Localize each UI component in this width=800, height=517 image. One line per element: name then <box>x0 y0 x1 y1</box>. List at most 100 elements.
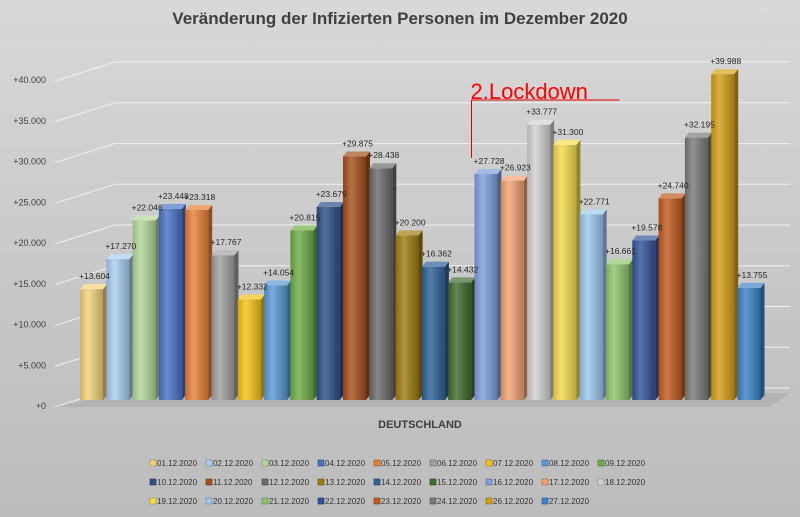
legend-item-02.12.2020: 02.12.2020 <box>205 459 254 468</box>
gridline-slant <box>54 265 116 286</box>
legend-label: 01.12.2020 <box>157 459 198 468</box>
bar-front <box>527 124 551 400</box>
bar-front <box>290 230 314 400</box>
bar-top <box>421 261 449 267</box>
bar-front <box>211 255 235 400</box>
bar-top <box>606 259 633 265</box>
legend-label: 13.12.2020 <box>325 478 366 487</box>
bar-21.12.2020 <box>606 259 633 400</box>
bar-07.12.2020 <box>237 294 265 400</box>
bar-front <box>684 137 708 400</box>
bar-front <box>343 156 366 400</box>
y-tick-label: +15.000 <box>13 279 46 289</box>
legend-swatch <box>205 459 213 467</box>
bar-side <box>366 151 370 400</box>
bar-side <box>550 119 555 400</box>
bar-top <box>316 202 344 208</box>
bar-side <box>181 203 186 400</box>
legend-item-09.12.2020: 09.12.2020 <box>597 459 646 468</box>
bar-side <box>103 284 107 400</box>
legend-item-16.12.2020: 16.12.2020 <box>485 478 534 487</box>
data-label: +32.195 <box>684 120 715 130</box>
bar-09.12.2020 <box>290 225 318 400</box>
bar-front <box>737 287 761 400</box>
legend-label: 15.12.2020 <box>437 478 478 487</box>
legend-label: 20.12.2020 <box>213 497 254 506</box>
legend-label: 02.12.2020 <box>213 459 254 468</box>
bar-front <box>80 289 103 400</box>
bar-top <box>80 284 107 290</box>
bar-front <box>711 74 735 400</box>
bar-06.12.2020 <box>211 250 239 400</box>
data-label: +17.767 <box>211 237 242 247</box>
y-tick-label: +5.000 <box>18 360 46 370</box>
legend-swatch <box>373 478 381 486</box>
bar-front <box>237 299 261 400</box>
bar-front <box>395 235 419 400</box>
legend-swatch <box>541 478 549 486</box>
y-tick-label: +35.000 <box>13 116 46 126</box>
legend-swatch <box>541 497 549 505</box>
legend-swatch <box>261 478 269 486</box>
bar-11.12.2020 <box>343 151 370 400</box>
data-label: +13.604 <box>79 271 110 281</box>
bar-side <box>523 175 528 400</box>
data-label: +23.448 <box>158 191 189 201</box>
bar-side <box>339 202 344 400</box>
bar-side <box>655 235 660 400</box>
legend-swatch <box>597 478 605 486</box>
gridline-slant <box>54 183 116 204</box>
legend-item-23.12.2020: 23.12.2020 <box>373 497 422 506</box>
y-tick-label: +30.000 <box>13 157 46 167</box>
bar-05.12.2020 <box>185 204 213 400</box>
data-label: +23.679 <box>316 189 347 199</box>
bar-top <box>290 225 318 231</box>
legend-label: 05.12.2020 <box>381 459 422 468</box>
bar-19.12.2020 <box>553 139 581 400</box>
data-label: +33.777 <box>526 107 557 117</box>
bar-top <box>632 235 660 241</box>
bar-front <box>632 240 656 400</box>
data-labels: +13.604 +17.270 +22.046+23.448+23.318 +17.7… <box>79 56 768 291</box>
x-axis-category-label: DEUTSCHLAND <box>378 419 462 431</box>
legend-swatch <box>485 478 493 486</box>
bar-side <box>576 139 581 400</box>
legend-swatch <box>485 459 493 467</box>
data-label: +22.046 <box>132 202 163 212</box>
legend-label: 07.12.2020 <box>493 459 534 468</box>
bar-top <box>579 209 607 215</box>
bar-18.12.2020 <box>527 119 555 400</box>
bar-side <box>392 163 397 400</box>
data-label: +16.661 <box>605 246 636 256</box>
data-label: +17.270 <box>105 241 136 251</box>
legend-swatch <box>429 459 437 467</box>
legend-item-01.12.2020: 01.12.2020 <box>149 459 198 468</box>
bars <box>80 69 765 400</box>
bar-top <box>474 169 502 175</box>
bar-top <box>369 163 397 169</box>
bar-side <box>707 132 712 400</box>
data-label: +14.054 <box>263 267 294 277</box>
y-tick-label: +40.000 <box>13 75 46 85</box>
lockdown-label: 2.Lockdown <box>471 79 588 104</box>
data-label: +14.432 <box>447 264 478 274</box>
bar-side <box>234 250 239 400</box>
legend-item-06.12.2020: 06.12.2020 <box>429 459 478 468</box>
bar-top <box>527 119 555 125</box>
legend-swatch <box>317 478 325 486</box>
bar-front <box>132 220 156 400</box>
data-label: +27.728 <box>474 156 505 166</box>
legend-item-19.12.2020: 19.12.2020 <box>149 497 198 506</box>
bar-front <box>158 208 182 400</box>
bar-22.12.2020 <box>632 235 660 400</box>
bar-13.12.2020 <box>395 230 423 400</box>
bar-top <box>264 280 292 286</box>
legend-item-17.12.2020: 17.12.2020 <box>541 478 590 487</box>
data-label: +28.438 <box>368 150 399 160</box>
y-tick-label: +25.000 <box>13 197 46 207</box>
bar-side <box>287 280 292 400</box>
legend-label: 08.12.2020 <box>549 459 590 468</box>
legend-label: 17.12.2020 <box>549 478 590 487</box>
